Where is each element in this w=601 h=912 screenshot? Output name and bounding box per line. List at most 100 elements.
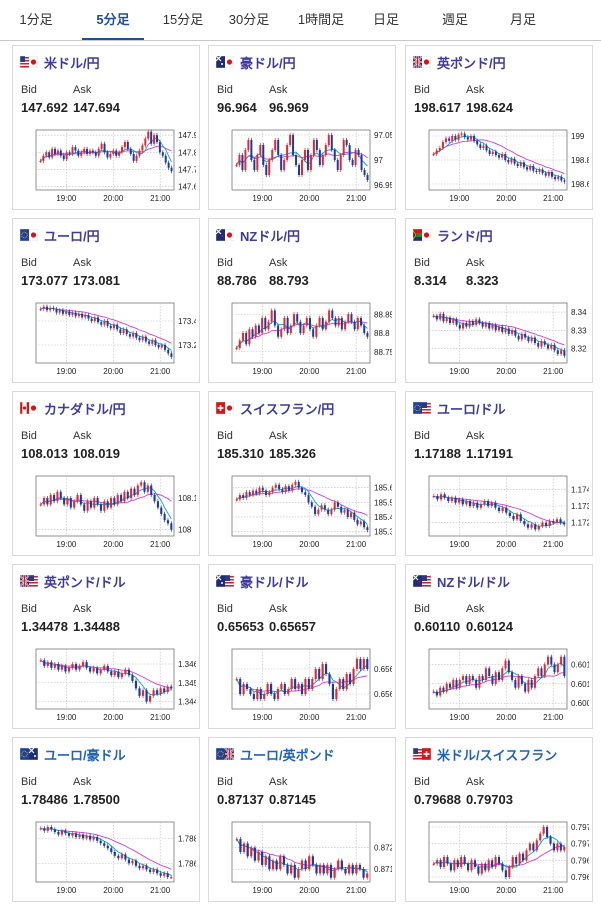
tab-6[interactable]: 週足 — [441, 12, 468, 27]
currency-pair-link[interactable]: ユーロ/豪ドル — [44, 747, 126, 763]
candle-body — [141, 865, 145, 869]
candle-body — [460, 133, 463, 135]
tab-5[interactable]: 日足 — [372, 12, 399, 27]
rate-card[interactable]: ユーロ/豪ドル Bid Ask 1.78486 1.78500 19:00 20:00 21:… — [12, 737, 200, 902]
rate-card[interactable]: NZドル/ドル Bid Ask 0.60110 0.60124 19:00 20:00 21:… — [405, 564, 593, 729]
candle-body — [241, 155, 244, 170]
candlestick-chart[interactable]: 19:00 20:00 21:00 1.174 1.173 1.172 — [411, 470, 589, 552]
rate-card[interactable]: スイスフラン/円 Bid Ask 185.310 185.326 19:00 20:00 21… — [208, 391, 396, 556]
candle-body — [96, 498, 99, 505]
candlestick-chart[interactable]: 19:00 20:00 21:00 88.85 88.8 88.75 — [214, 297, 392, 379]
rate-card[interactable]: 米ドル/スイスフラン Bid Ask 0.79688 0.79703 19:00 20:00… — [405, 737, 593, 902]
candlestick-chart[interactable]: 19:00 20:00 21:00 0.7975 0.797 0.7965 0.796 — [411, 816, 589, 898]
candlestick-chart[interactable]: 19:00 20:00 21:00 199 198.8 198.6 — [411, 124, 589, 206]
x-tick-label: 19:00 — [449, 713, 470, 722]
candle-body — [71, 833, 74, 836]
candle-body — [311, 679, 314, 689]
candle-body — [471, 676, 474, 680]
chart-svg: 19:00 20:00 21:00 1.788 1.786 — [35, 821, 196, 895]
currency-pair-link[interactable]: 豪ドル/ドル — [240, 574, 309, 590]
candle-body — [314, 669, 317, 679]
candlestick-chart[interactable]: 19:00 20:00 21:00 0.872 0.8715 — [214, 816, 392, 898]
rate-card[interactable]: ランド/円 Bid Ask 8.314 8.323 19:00 20:00 21:00 8.34… — [405, 218, 593, 383]
currency-pair-link[interactable]: NZドル/円 — [240, 228, 300, 244]
candlestick-chart[interactable]: 19:00 20:00 21:00 185.6 185.5 185.4 185.3 — [214, 470, 392, 552]
rate-card[interactable]: ユーロ/英ポンド Bid Ask 0.87137 0.87145 19:00 20:00 21… — [208, 737, 396, 902]
currency-pair-link[interactable]: 米ドル/円 — [44, 55, 100, 71]
candle-body — [352, 669, 355, 684]
candle-body — [140, 482, 143, 486]
candle-body — [60, 665, 64, 670]
tab-7[interactable]: 月足 — [509, 12, 536, 27]
ask-value: 0.79703 — [466, 792, 513, 807]
card-header: 米ドル/スイスフラン — [413, 746, 558, 763]
candle-body — [544, 173, 547, 176]
rate-card[interactable]: 米ドル/円 Bid Ask 147.692 147.694 19:00 20:00 21:00… — [12, 45, 200, 210]
candle-body — [490, 502, 493, 506]
candlestick-chart[interactable]: 19:00 20:00 21:00 1.788 1.786 — [18, 816, 196, 898]
candlestick-chart[interactable]: 19:00 20:00 21:00 0.6565 0.656 — [214, 643, 392, 725]
candle-body — [103, 143, 106, 153]
candlestick-chart[interactable]: 19:00 20:00 21:00 1.346 1.345 1.344 — [18, 643, 196, 725]
currency-pair-link[interactable]: 米ドル/スイスフラン — [437, 747, 558, 763]
bid-label: Bid — [21, 430, 37, 442]
candlestick-chart[interactable]: 19:00 20:00 21:00 8.34 8.33 8.32 — [411, 297, 589, 379]
ask-label: Ask — [73, 430, 92, 442]
bid-value: 8.314 — [414, 273, 447, 288]
candle-body — [268, 160, 271, 175]
tab-2[interactable]: 15分足 — [162, 12, 204, 27]
rate-card[interactable]: NZドル/円 Bid Ask 88.786 88.793 19:00 20:00 21:00 8… — [208, 218, 396, 383]
candlestick-chart[interactable]: 19:00 20:00 21:00 108.1 108 — [18, 470, 196, 552]
rate-card[interactable]: ユーロ/円 Bid Ask 173.077 173.081 19:00 20:00 21:00… — [12, 218, 200, 383]
currency-pair-link[interactable]: カナダドル/円 — [44, 401, 126, 417]
bid-value: 0.65653 — [217, 619, 264, 634]
candle-body — [144, 336, 147, 342]
rate-card[interactable]: カナダドル/円 Bid Ask 108.013 108.019 19:00 20:00 21:… — [12, 391, 200, 556]
candle-body — [549, 837, 552, 844]
currency-pair-link[interactable]: スイスフラン/円 — [240, 401, 335, 417]
candle-body — [491, 324, 494, 329]
x-tick-label: 21:00 — [346, 713, 367, 722]
candlestick-chart[interactable]: 19:00 20:00 21:00 0.6015 0.601 0.6005 — [411, 643, 589, 725]
tab-4[interactable]: 1時間足 — [297, 12, 345, 27]
x-tick-label: 20:00 — [299, 367, 320, 376]
tab-0[interactable]: 1分足 — [19, 12, 53, 27]
candle-body — [257, 325, 260, 333]
candlestick-chart[interactable]: 19:00 20:00 21:00 173.4 173.2 — [18, 297, 196, 379]
candle-body — [550, 344, 553, 349]
currency-pair-link[interactable]: ユーロ/円 — [44, 228, 100, 244]
candle-body — [366, 873, 369, 878]
currency-pair-link[interactable]: NZドル/ドル — [437, 574, 510, 590]
tab-1[interactable]: 5分足 — [82, 0, 144, 40]
currency-pair-link[interactable]: 豪ドル/円 — [240, 55, 296, 71]
tab-3[interactable]: 30分足 — [228, 12, 270, 27]
candle-body — [121, 147, 124, 153]
y-tick-label: 185.4 — [374, 513, 392, 522]
candle-body — [481, 323, 484, 327]
rate-card[interactable]: ユーロ/ドル Bid Ask 1.17188 1.17191 19:00 20:00 21:0… — [405, 391, 593, 556]
candle-body — [439, 687, 442, 696]
nz-jp-flag — [216, 229, 234, 241]
candlestick-chart[interactable]: 19:00 20:00 21:00 97.05 97 96.95 — [214, 124, 392, 206]
candle-body — [125, 329, 128, 335]
candle-body — [304, 860, 307, 870]
candle-body — [510, 158, 513, 163]
candle-body — [283, 160, 286, 170]
candle-body — [498, 155, 500, 158]
rate-card[interactable]: 英ポンド/円 Bid Ask 198.617 198.624 19:00 20:00 21:0… — [405, 45, 593, 210]
candle-body — [555, 519, 559, 523]
x-tick-label: 21:00 — [150, 194, 171, 203]
rate-card[interactable]: 英ポンド/ドル Bid Ask 1.34478 1.34488 19:00 20:00 21:… — [12, 564, 200, 729]
candlestick-chart[interactable]: 19:00 20:00 21:00 147.9 147.8 147.7 147.6 — [18, 124, 196, 206]
candle-body — [504, 660, 507, 669]
candle-body — [563, 180, 566, 182]
x-tick-label: 20:00 — [299, 194, 320, 203]
candle-body — [257, 852, 260, 861]
currency-pair-link[interactable]: ユーロ/英ポンド — [240, 747, 335, 763]
currency-pair-link[interactable]: 英ポンド/円 — [437, 55, 506, 71]
rate-card[interactable]: 豪ドル/ドル Bid Ask 0.65653 0.65657 19:00 20:00 21:0… — [208, 564, 396, 729]
currency-pair-link[interactable]: ユーロ/ドル — [437, 401, 506, 417]
currency-pair-link[interactable]: ランド/円 — [437, 228, 493, 244]
currency-pair-link[interactable]: 英ポンド/ドル — [44, 574, 126, 590]
rate-card[interactable]: 豪ドル/円 Bid Ask 96.964 96.969 19:00 20:00 21:00 97… — [208, 45, 396, 210]
